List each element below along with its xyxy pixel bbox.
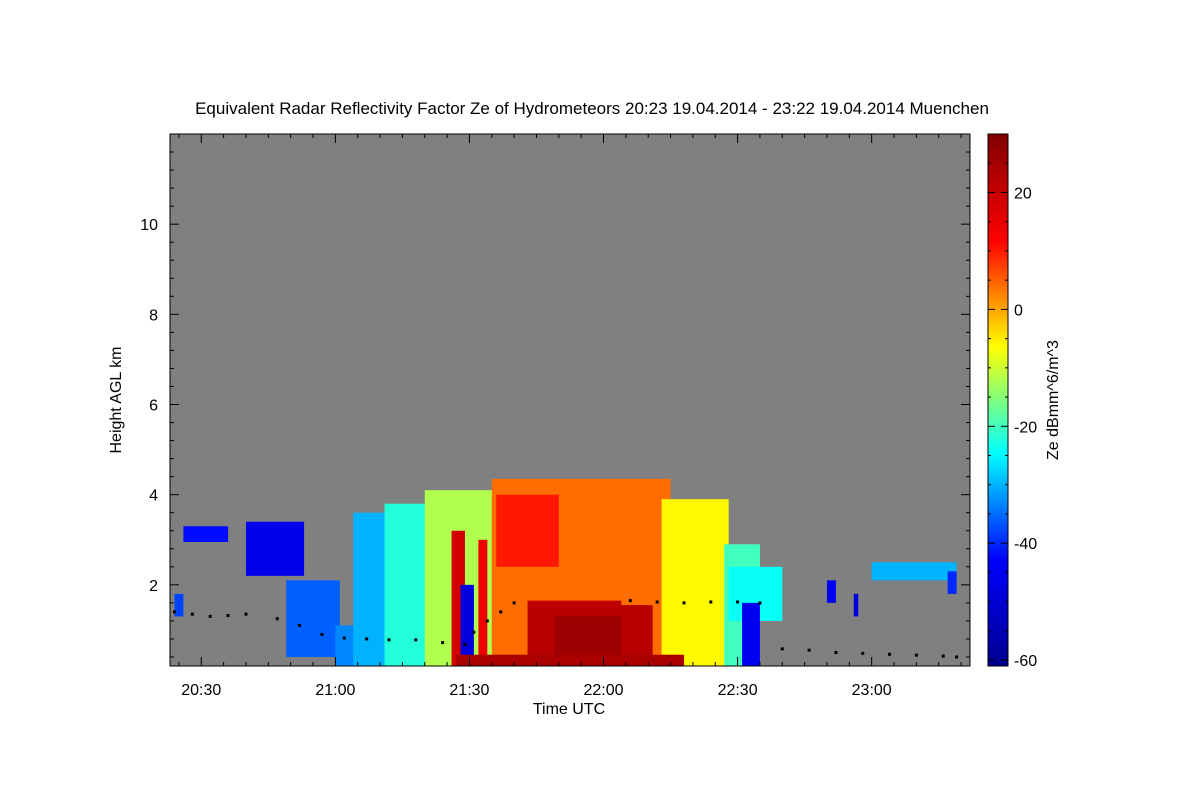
- cloud-base-point: [861, 651, 865, 655]
- cloud-base-point: [512, 601, 516, 605]
- cloud-base-point: [499, 610, 503, 614]
- echo-region: [286, 580, 340, 657]
- colorbar-gradient: [987, 133, 1009, 667]
- echo-region: [947, 571, 957, 594]
- echo-region: [661, 499, 729, 666]
- x-tick-label: 20:30: [181, 682, 221, 699]
- cloud-base-point: [914, 653, 918, 657]
- cloud-base-point: [941, 654, 945, 658]
- cloud-base-point: [655, 600, 659, 604]
- cloud-base-point: [780, 647, 784, 651]
- x-tick-label: 21:00: [315, 682, 355, 699]
- echo-region: [853, 593, 859, 617]
- cloud-base-point: [342, 636, 346, 640]
- cloud-base-point: [472, 630, 476, 634]
- cloud-base-point: [807, 648, 811, 652]
- colorbar-tick-label: -40: [1014, 536, 1037, 553]
- echo-region: [183, 526, 229, 543]
- y-tick-label: 10: [140, 217, 158, 234]
- echo-region: [335, 625, 358, 666]
- x-axis-label: Time UTC: [533, 701, 605, 718]
- cloud-base-point: [320, 632, 324, 636]
- cloud-base-point: [208, 614, 212, 618]
- plot-frame: [169, 133, 971, 667]
- cloud-base-point: [190, 612, 194, 616]
- cloud-base-point: [955, 655, 959, 659]
- colorbar-tick-label: 20: [1014, 185, 1032, 202]
- colorbar-label: Ze dBmm^6/m^3: [1045, 340, 1062, 460]
- cloud-base-point: [463, 642, 467, 646]
- echo-region: [353, 512, 389, 666]
- cloud-base-point: [485, 619, 489, 623]
- y-tick-label: 2: [149, 578, 158, 595]
- cloud-base-point: [244, 612, 248, 616]
- plot-area: [169, 133, 971, 667]
- y-tick-label: 8: [149, 307, 158, 324]
- echo-region: [245, 521, 305, 576]
- cloud-base-point: [275, 617, 279, 621]
- cloud-base-point: [834, 650, 838, 654]
- cloud-base-point: [387, 638, 391, 642]
- echo-region: [460, 584, 474, 666]
- cloud-base-point: [365, 637, 369, 641]
- echo-region: [871, 562, 957, 581]
- colorbar-tick-label: -60: [1014, 653, 1037, 670]
- cloud-base-point: [758, 601, 762, 605]
- x-tick-label: 23:00: [852, 682, 892, 699]
- colorbar-tick-label: -20: [1014, 419, 1037, 436]
- cloud-base-point: [628, 599, 632, 603]
- x-tick-label: 22:00: [583, 682, 623, 699]
- x-tick-label: 21:30: [449, 682, 489, 699]
- x-tick-label: 22:30: [718, 682, 758, 699]
- y-axis-label: Height AGL km: [108, 346, 125, 453]
- y-axis: 2 4 6 8 10: [140, 151, 970, 658]
- cloud-base-point: [172, 610, 176, 614]
- cloud-base-point: [414, 638, 418, 642]
- cloud-base-point: [888, 652, 892, 656]
- cloud-base-point: [298, 623, 302, 627]
- echo-region: [496, 494, 559, 567]
- echo-region: [456, 654, 684, 666]
- echo-region: [826, 580, 836, 603]
- echo-region: [478, 539, 488, 666]
- colorbar-tick-label: 0: [1014, 302, 1023, 319]
- x-axis: 20:30 21:00 21:30 22:00 22:30 23:00: [178, 134, 962, 699]
- y-tick-label: 4: [149, 488, 158, 505]
- colorbar: 20 0 -20 -40 -60: [987, 133, 1037, 670]
- echo-region: [174, 593, 184, 617]
- echo-region: [742, 602, 760, 666]
- cloud-base-point: [709, 600, 713, 604]
- cloud-base-point: [226, 614, 230, 618]
- echo-region: [527, 600, 622, 608]
- cloud-base-point: [682, 601, 686, 605]
- y-tick-label: 6: [149, 398, 158, 415]
- cloud-base-point: [736, 600, 740, 604]
- cloud-base-point: [441, 641, 445, 645]
- chart-title: Equivalent Radar Reflectivity Factor Ze …: [195, 99, 989, 118]
